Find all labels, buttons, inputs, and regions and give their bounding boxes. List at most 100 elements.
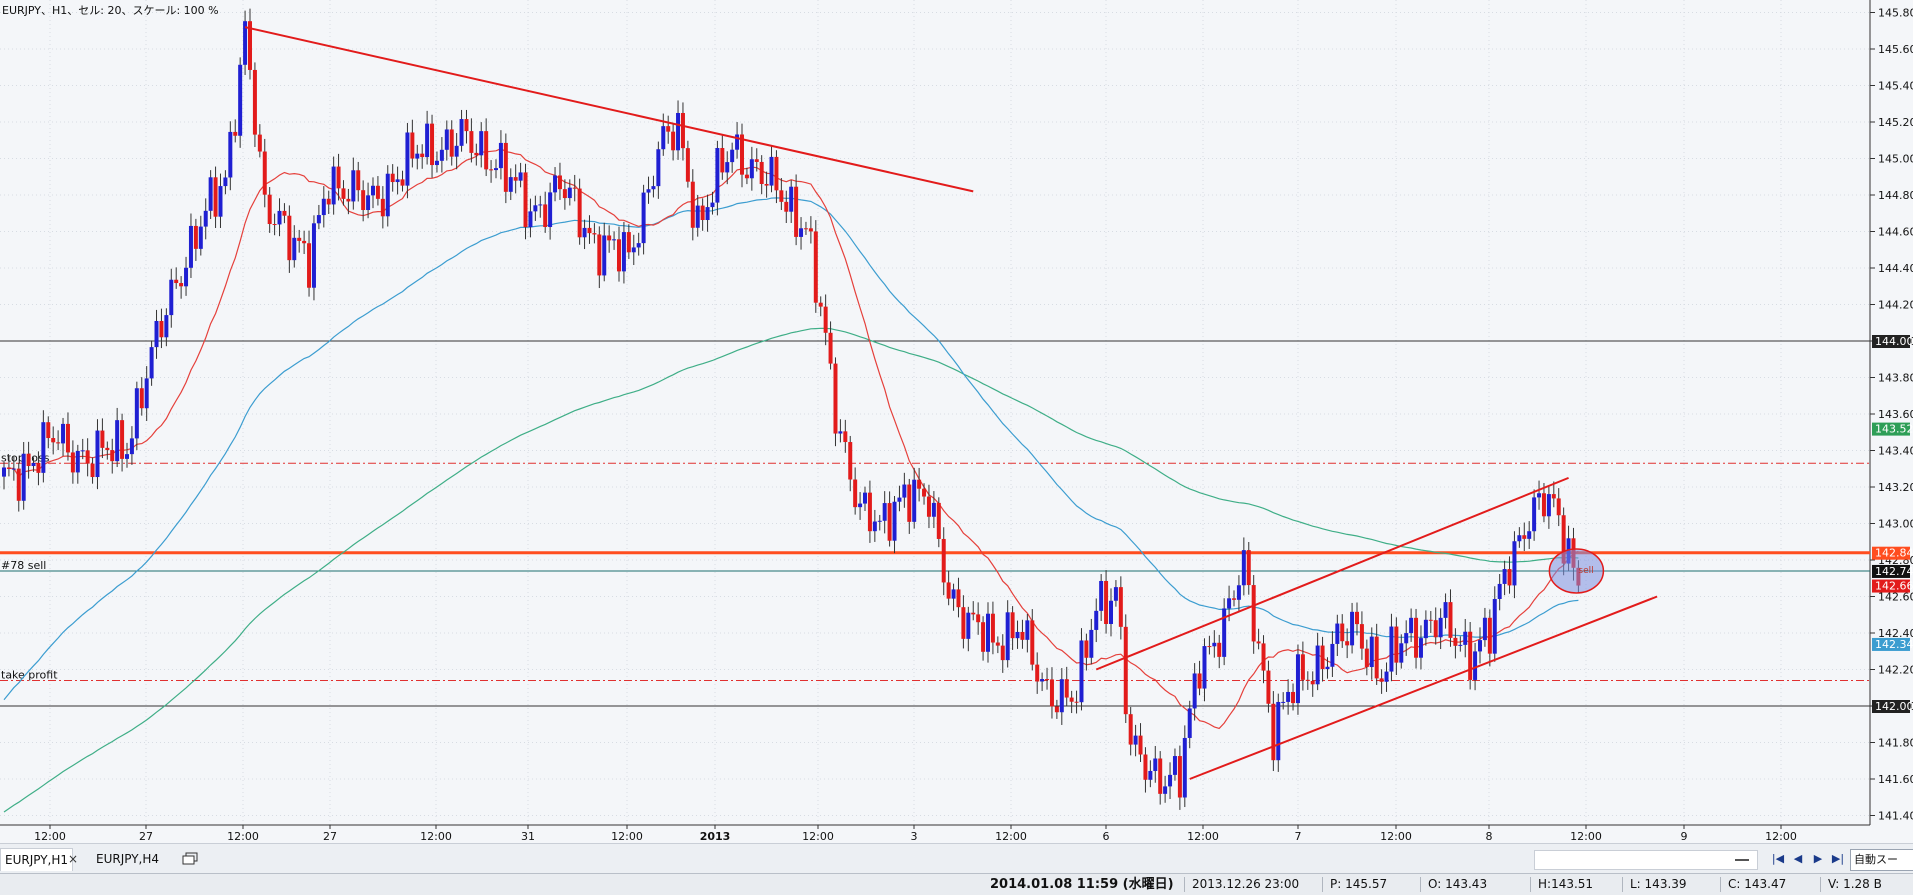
candle-body xyxy=(164,315,169,338)
candle-body xyxy=(1118,587,1123,627)
candle xyxy=(1099,574,1104,622)
candle-body xyxy=(912,479,917,522)
chart-tab-bar: EURJPY,H1 × EURJPY,H4 |◀ ◀ ▶ ▶| 自動スー xyxy=(0,843,1913,874)
tab-eurjpy-h1[interactable]: EURJPY,H1 xyxy=(0,848,74,871)
candle xyxy=(203,198,208,240)
candle xyxy=(666,115,671,144)
status-price: P: 145.57 xyxy=(1330,877,1388,891)
scroll-end-button[interactable]: ▶| xyxy=(1831,852,1845,865)
candle-body xyxy=(287,215,292,261)
candle xyxy=(1074,690,1079,714)
candle xyxy=(1256,628,1261,650)
candle xyxy=(587,215,592,244)
candle xyxy=(759,155,764,195)
candle-body xyxy=(70,452,75,473)
candle xyxy=(557,162,562,200)
candle-body xyxy=(602,235,607,276)
tab-eurjpy-h4[interactable]: EURJPY,H4 xyxy=(96,852,160,866)
candle-body xyxy=(572,187,577,189)
scroll-right-button[interactable]: ▶ xyxy=(1813,852,1823,865)
candle xyxy=(1409,608,1414,642)
candle xyxy=(1168,762,1173,799)
candle xyxy=(936,497,941,548)
window-layout-icon[interactable] xyxy=(182,851,198,865)
status-separator xyxy=(1720,877,1721,892)
candle-body xyxy=(1359,624,1364,649)
candle xyxy=(951,583,956,611)
candle xyxy=(159,308,164,349)
candle-body xyxy=(956,589,961,608)
time-tick-label: 12:00 xyxy=(802,830,834,843)
price-tick-label: 144.20 xyxy=(1878,299,1913,312)
candle-body xyxy=(1138,735,1143,755)
candle xyxy=(508,168,513,201)
candle xyxy=(966,606,971,652)
candle-body xyxy=(331,166,336,205)
chart-canvas[interactable]: 145.80 145.60 145.40 145.20 145.00 144.80 144.… xyxy=(0,0,1913,843)
candle xyxy=(1355,602,1359,636)
candle xyxy=(1512,531,1517,599)
candle xyxy=(26,441,31,479)
candle xyxy=(1197,660,1202,696)
candle xyxy=(1261,635,1266,684)
candle xyxy=(1320,636,1325,682)
candle-body xyxy=(1192,673,1197,709)
price-chart[interactable]: 145.80 145.60 145.40 145.20 145.00 144.80 144.… xyxy=(0,0,1913,843)
auto-scroll-button[interactable]: 自動スー xyxy=(1850,849,1913,871)
candle xyxy=(1551,481,1556,508)
candle xyxy=(710,191,715,215)
candle-body xyxy=(277,210,282,225)
candle-body xyxy=(1379,678,1384,682)
candle-body xyxy=(1507,569,1512,586)
candle xyxy=(129,426,134,465)
chart-scrollbar[interactable] xyxy=(1534,850,1758,870)
candle-body xyxy=(917,479,922,489)
candle xyxy=(267,187,272,233)
candle xyxy=(1138,723,1143,762)
status-separator xyxy=(1420,877,1421,892)
candle-body xyxy=(1099,580,1104,611)
candle-body xyxy=(858,503,863,508)
candle-body xyxy=(877,520,882,522)
scroll-left-button[interactable]: ◀ xyxy=(1793,852,1803,865)
candle xyxy=(656,141,661,199)
candle xyxy=(1345,628,1350,659)
candle xyxy=(931,491,936,529)
price-badge: 142.34 xyxy=(1872,637,1913,651)
candle-body xyxy=(981,622,986,652)
candle xyxy=(380,186,385,229)
candle-body xyxy=(188,225,193,268)
level-badge-bg xyxy=(1872,700,1910,713)
candle-body xyxy=(1040,679,1045,682)
candle xyxy=(553,167,558,202)
candle-body xyxy=(1512,541,1517,586)
candle xyxy=(1035,652,1040,694)
candle-body xyxy=(356,170,361,191)
candle-body xyxy=(700,205,705,221)
candle-body xyxy=(56,442,61,444)
candle xyxy=(631,234,636,266)
candle-body xyxy=(361,190,366,211)
candle-body xyxy=(1404,633,1409,644)
candle xyxy=(1522,522,1527,551)
candle xyxy=(562,179,567,210)
candle-body xyxy=(503,142,508,192)
candle-body xyxy=(1236,585,1241,600)
candle xyxy=(976,602,981,635)
scroll-start-button[interactable]: |◀ xyxy=(1771,852,1785,865)
candle xyxy=(1104,570,1109,634)
scrollbar-thumb[interactable] xyxy=(1735,859,1749,861)
candle xyxy=(351,157,356,210)
candle xyxy=(223,170,228,195)
sell-order-marker: sell xyxy=(1548,548,1605,594)
candle-body xyxy=(690,181,695,228)
candle-body xyxy=(159,320,164,338)
tab-close-icon[interactable]: × xyxy=(67,852,79,866)
candle xyxy=(41,410,46,483)
candle xyxy=(705,194,710,232)
candle-body xyxy=(61,423,66,444)
candle-body xyxy=(946,582,951,599)
candle-body xyxy=(1355,611,1359,625)
candle xyxy=(1310,671,1315,697)
candle xyxy=(1399,634,1404,669)
